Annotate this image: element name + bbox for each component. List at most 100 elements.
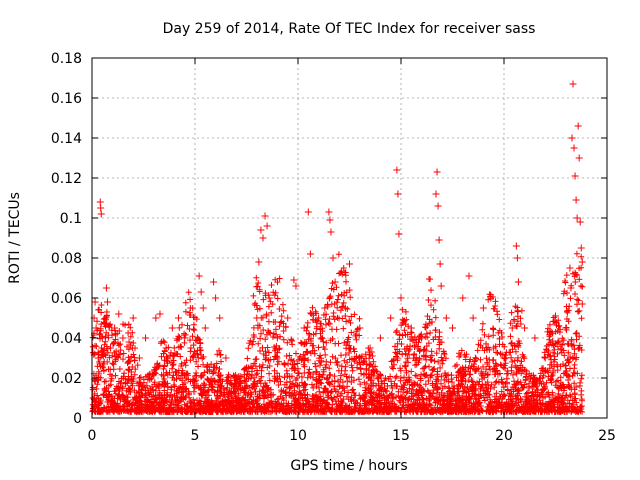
data-point (265, 294, 273, 302)
data-point (376, 334, 384, 342)
data-point (576, 218, 584, 226)
data-point (156, 310, 164, 318)
data-point (89, 394, 97, 402)
plot-frame (91, 57, 608, 419)
data-point (273, 334, 281, 342)
marker-cloud (89, 250, 586, 415)
data-point (152, 314, 160, 322)
data-point (199, 304, 207, 312)
grid-layer (92, 58, 607, 418)
data-point (321, 304, 329, 312)
data-point (142, 334, 150, 342)
data-point (512, 242, 520, 250)
data-point (304, 208, 312, 216)
data-point (212, 294, 220, 302)
data-point (195, 272, 203, 280)
data-point (103, 298, 111, 306)
data-point (394, 190, 402, 198)
data-point (284, 314, 292, 322)
data-point (541, 354, 549, 362)
data-point (395, 230, 403, 238)
data-point (521, 324, 529, 332)
data-point (98, 334, 106, 342)
data-point (568, 134, 576, 142)
data-point (135, 354, 143, 362)
data-point (107, 344, 115, 352)
data-point (356, 324, 364, 332)
data-points-layer (89, 80, 586, 402)
data-point (94, 354, 102, 362)
data-point (232, 374, 240, 382)
data-point (428, 318, 436, 326)
data-point (162, 344, 170, 352)
data-point (366, 344, 374, 352)
data-point (341, 304, 349, 312)
data-point (442, 314, 450, 322)
data-point (300, 324, 308, 332)
data-point (187, 344, 195, 352)
y-tick-label: 0.02 (51, 371, 82, 387)
data-point (500, 354, 508, 362)
data-point (479, 304, 487, 312)
data-point (562, 324, 570, 332)
data-point (571, 172, 579, 180)
data-point (327, 228, 335, 236)
data-point (432, 190, 440, 198)
data-point (570, 144, 578, 152)
data-point (201, 324, 209, 332)
x-tick-label: 0 (88, 428, 97, 444)
data-point (125, 338, 133, 346)
x-tick-label: 10 (289, 428, 307, 444)
data-point (115, 310, 123, 318)
data-point (567, 284, 575, 292)
y-tick-label: 0.1 (60, 211, 82, 227)
y-axis-label: ROTI / TECUs (7, 192, 23, 284)
y-tick-label: 0.16 (51, 91, 82, 107)
marker-cloud-layer (89, 250, 586, 415)
data-point (433, 168, 441, 176)
data-point (459, 294, 467, 302)
data-point (435, 236, 443, 244)
data-point (97, 210, 105, 218)
data-point (566, 264, 574, 272)
data-point (490, 344, 498, 352)
data-point (91, 298, 99, 306)
x-tick-label: 5 (191, 428, 200, 444)
data-point (119, 334, 127, 342)
data-point (436, 260, 444, 268)
data-point (92, 324, 100, 332)
y-tick-label: 0.18 (51, 51, 82, 67)
data-point (255, 258, 263, 266)
data-point (513, 254, 521, 262)
x-tick-label: 15 (392, 428, 410, 444)
x-axis-label: GPS time / hours (290, 458, 407, 474)
data-point (257, 226, 265, 234)
data-point (222, 354, 230, 362)
data-point (315, 314, 323, 322)
data-point (577, 244, 585, 252)
data-point (574, 122, 582, 130)
data-point (97, 204, 105, 212)
y-tick-label: 0.08 (51, 251, 82, 267)
y-tick-label: 0 (73, 411, 82, 427)
data-point (449, 324, 456, 332)
data-point (465, 272, 473, 280)
x-tick-label: 25 (598, 428, 616, 444)
data-point (102, 284, 110, 292)
data-point (326, 216, 334, 224)
data-point (569, 80, 577, 88)
data-point (259, 234, 267, 242)
data-point (329, 254, 337, 262)
data-point (197, 288, 205, 296)
data-point (325, 208, 333, 216)
data-point (253, 314, 261, 322)
y-tick-label: 0.12 (51, 171, 82, 187)
data-point (573, 214, 581, 222)
data-point (306, 250, 314, 258)
data-point (216, 314, 224, 322)
data-point (346, 260, 353, 268)
y-tick-label: 0.06 (51, 291, 82, 307)
data-point (418, 334, 426, 342)
data-point (578, 300, 586, 308)
